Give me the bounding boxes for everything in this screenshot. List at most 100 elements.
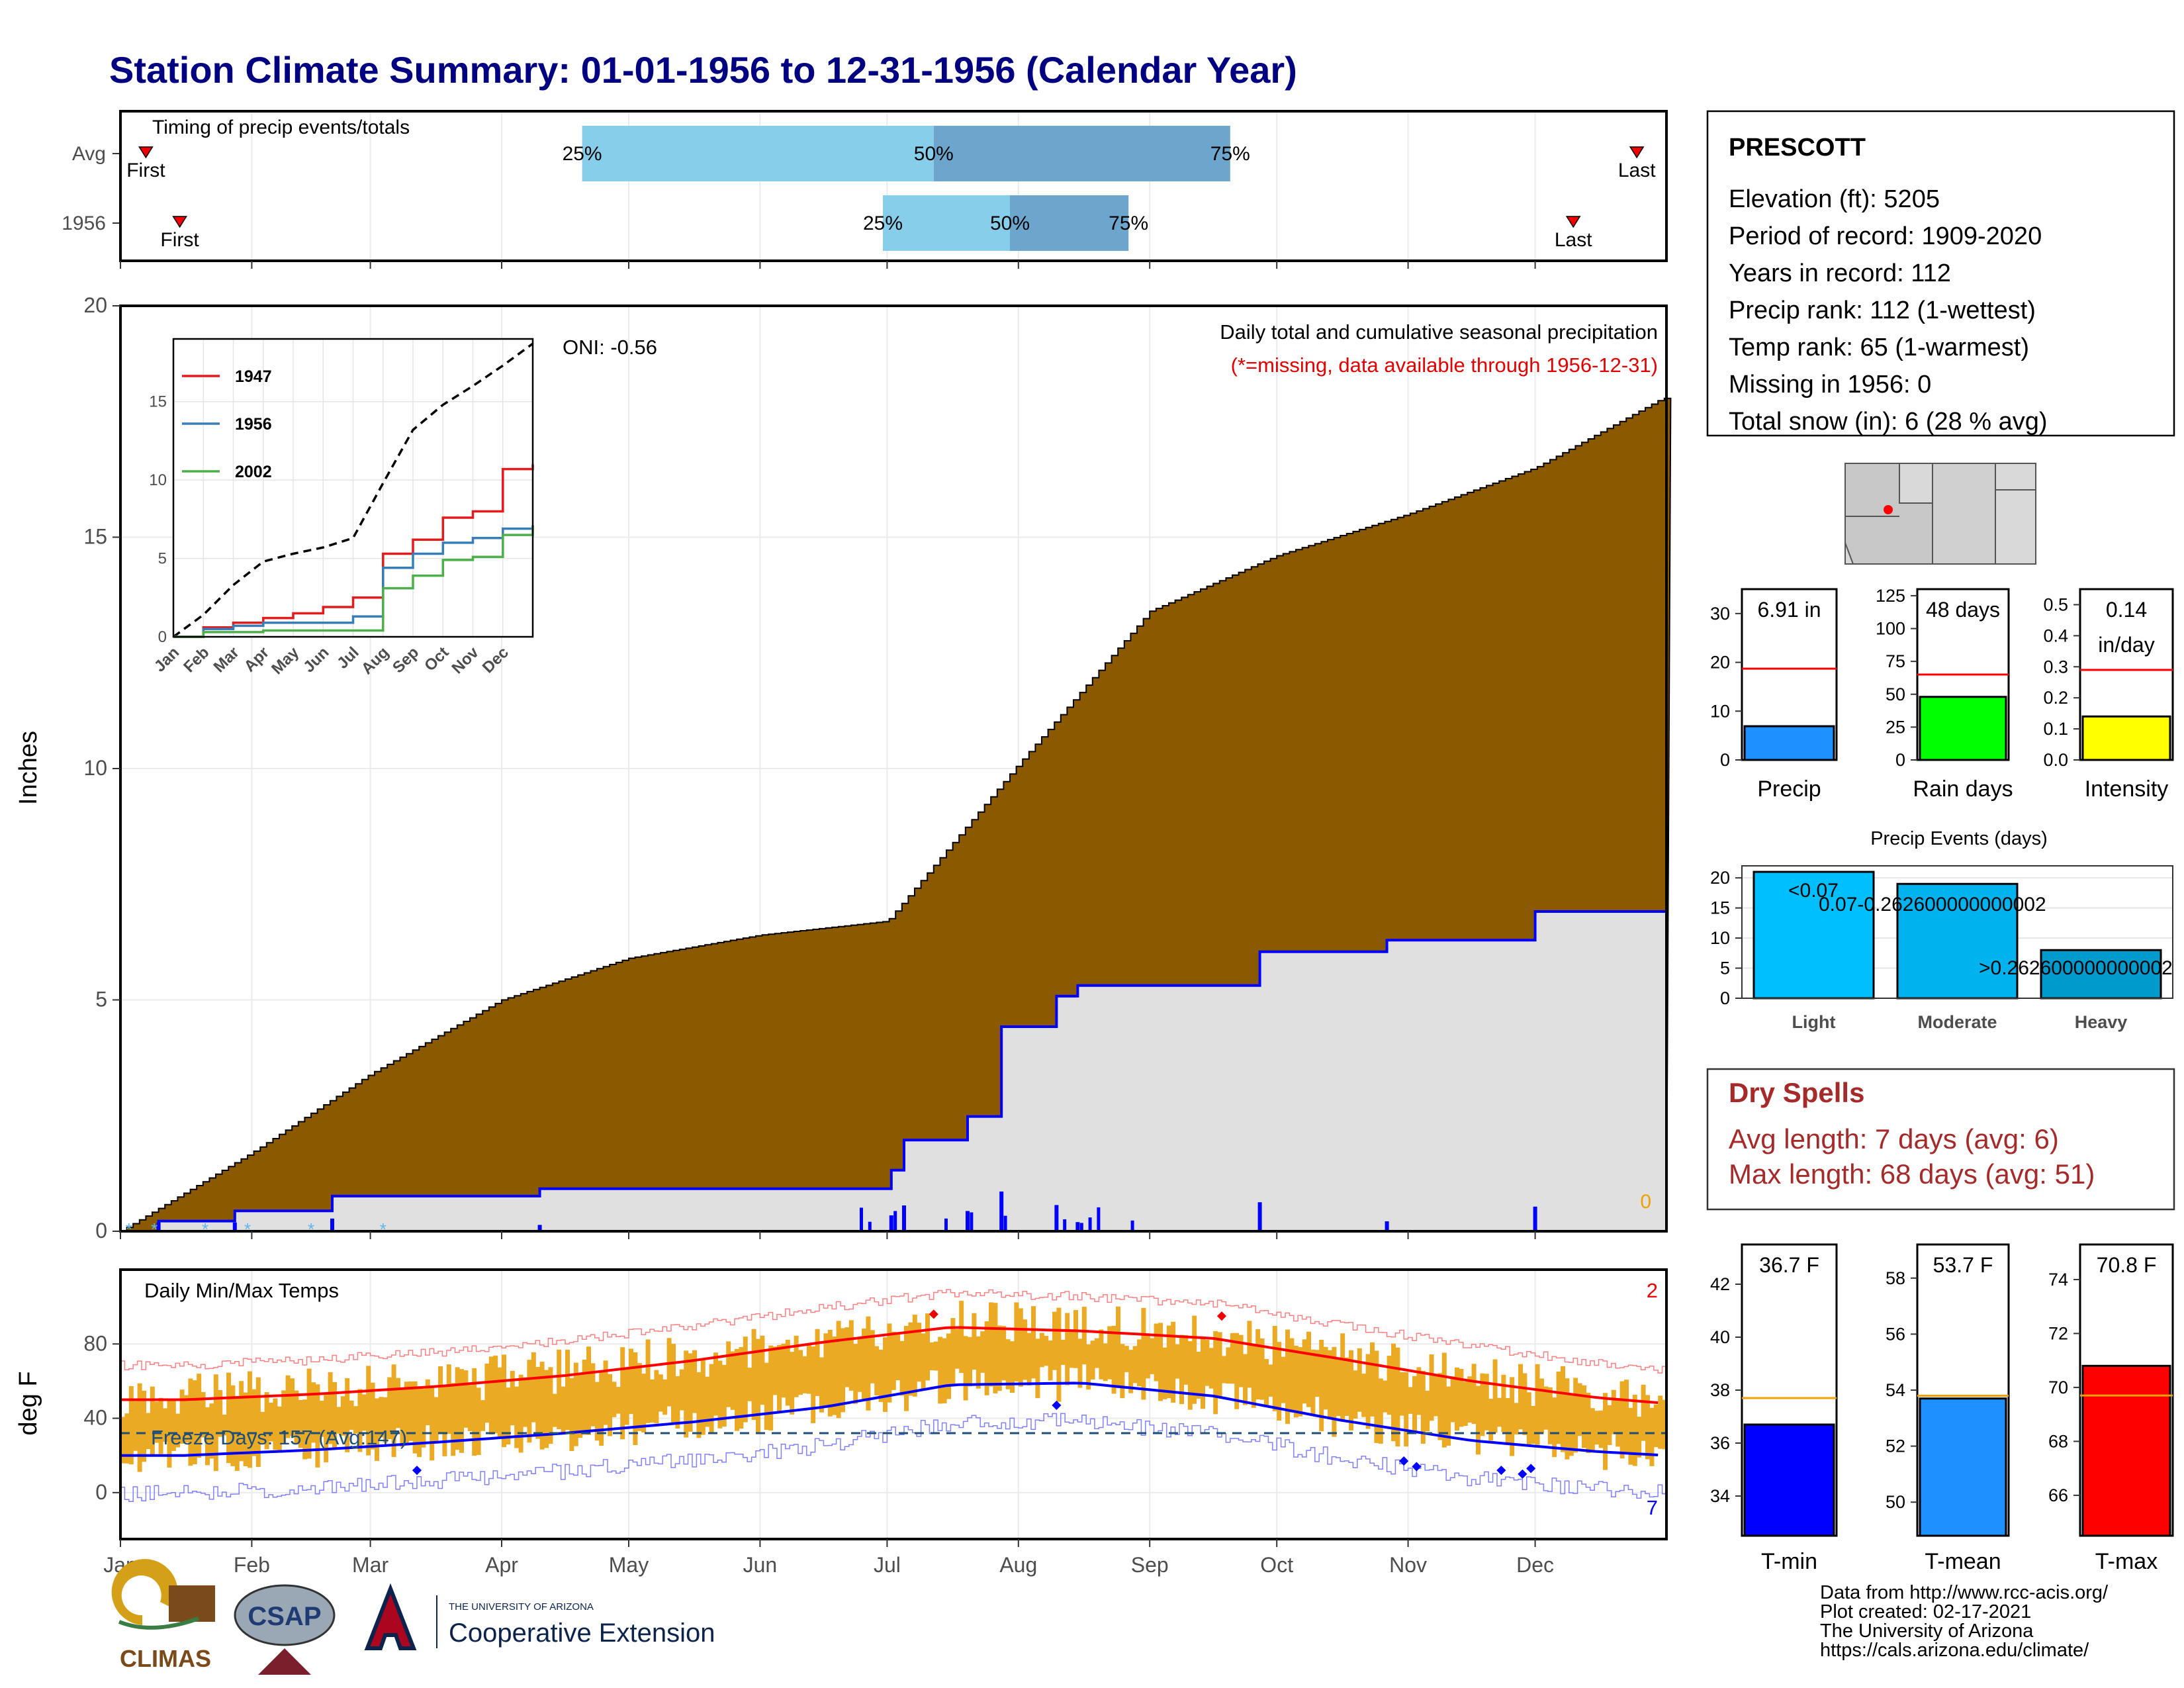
daily-temp-bar (446, 1364, 451, 1434)
daily-temp-bar (942, 1338, 947, 1404)
daily-temp-bar (980, 1331, 985, 1373)
daily-temp-bar (675, 1376, 680, 1429)
quartile-bar-high (1010, 195, 1129, 251)
station-info-line: Period of record: 1909-2020 (1729, 222, 2042, 250)
daily-temp-bar (1306, 1331, 1311, 1407)
daily-temp-bar (277, 1406, 282, 1450)
y-axis-label: deg F (15, 1371, 42, 1435)
daily-temp-bar (1259, 1338, 1265, 1400)
daily-temp-bar (751, 1329, 756, 1421)
daily-temp-bar (451, 1383, 456, 1456)
daily-temp-bar (1285, 1329, 1290, 1425)
daily-temp-bar (836, 1321, 841, 1419)
daily-temp-bar (1658, 1395, 1663, 1449)
daily-temp-bar (1463, 1382, 1468, 1427)
daily-temp-bar (590, 1363, 596, 1427)
daily-precip-bar (1385, 1221, 1389, 1231)
value-bar (1919, 696, 2007, 761)
oni-label: ONI: -0.56 (563, 336, 657, 359)
daily-temp-bar (467, 1385, 473, 1432)
daily-temp-bar (1166, 1325, 1171, 1399)
daily-precip-bar (330, 1218, 334, 1231)
daily-temp-bar (1522, 1373, 1527, 1435)
daily-temp-bar (692, 1350, 697, 1413)
daily-temp-bar (1594, 1411, 1600, 1445)
daily-temp-bar (615, 1387, 621, 1414)
daily-temp-bar (594, 1382, 600, 1441)
daily-temp-bar (146, 1413, 151, 1449)
daily-temp-bar (408, 1381, 414, 1441)
record-high-line (120, 1289, 1666, 1374)
daily-temp-bar (315, 1384, 320, 1468)
y-tick-label: 5 (95, 988, 107, 1011)
temp-panel: Daily Min/Max Temps Freeze Days: 157 (Avg… (15, 1268, 1668, 1577)
daily-temp-bar (1632, 1394, 1637, 1466)
daily-temp-bar (921, 1333, 926, 1391)
daily-temp-bar (1018, 1308, 1023, 1387)
daily-temp-bar (1310, 1349, 1316, 1415)
daily-temp-bar (557, 1349, 562, 1430)
daily-temp-bar (1586, 1392, 1591, 1454)
csap-logo-text: CSAP (248, 1602, 321, 1631)
daily-temp-bar (954, 1329, 960, 1369)
x-tick-label: Sep (1131, 1553, 1169, 1577)
daily-temp-bar (1484, 1374, 1489, 1430)
daily-temp-bar (904, 1325, 909, 1411)
daily-temp-bar (806, 1343, 811, 1394)
daily-temp-bar (1374, 1350, 1379, 1443)
daily-temp-bar (1086, 1344, 1091, 1390)
daily-temp-bar (1535, 1364, 1540, 1445)
daily-temp-bar (878, 1349, 884, 1402)
daily-temp-bar (1201, 1336, 1205, 1409)
daily-temp-bar (968, 1336, 972, 1387)
station-name: PRESCOTT (1729, 134, 1866, 162)
value-bar (2081, 1364, 2171, 1537)
daily-temp-bar (425, 1379, 430, 1426)
daily-temp-bar (1590, 1408, 1595, 1453)
snow-marker: * (126, 1219, 132, 1239)
quartile-label: 25% (863, 212, 903, 234)
daily-temp-bar (599, 1372, 604, 1446)
daily-temp-bar (1539, 1378, 1544, 1434)
daily-temp-bar (1378, 1378, 1383, 1444)
y-tick-label: 125 (1876, 586, 1905, 606)
daily-temp-bar (213, 1374, 218, 1472)
dry-spells-avg: Avg length: 7 days (avg: 6) (1729, 1123, 2059, 1154)
daily-temp-bar (255, 1377, 261, 1468)
value-label: 6.91 in (1757, 598, 1821, 622)
daily-temp-bar (421, 1389, 426, 1448)
daily-temp-bar (1014, 1302, 1019, 1382)
daily-temp-bar (1154, 1323, 1159, 1382)
daily-temp-bar (772, 1346, 778, 1395)
y-tick-label: 80 (83, 1331, 107, 1355)
y-tick-label: 0 (95, 1219, 107, 1243)
daily-temp-bar (912, 1315, 917, 1397)
daily-temp-bar (866, 1316, 871, 1411)
daily-temp-bar (1247, 1321, 1252, 1388)
y-tick-label: 0.1 (2043, 719, 2068, 739)
record-low-count: 7 (1647, 1496, 1658, 1519)
bar-category-label: T-min (1761, 1549, 1817, 1574)
daily-temp-bar (539, 1362, 545, 1450)
event-category-label: Light (1792, 1012, 1836, 1032)
y-tick-label: 20 (1710, 868, 1730, 888)
daily-temp-bar (696, 1372, 702, 1438)
daily-temp-bar (205, 1407, 210, 1466)
y-tick-label: 10 (1710, 701, 1730, 721)
daily-temp-bar (353, 1406, 358, 1434)
daily-temp-bar (1437, 1373, 1443, 1440)
daily-temp-bar (629, 1348, 633, 1415)
daily-precip-bar (1097, 1207, 1101, 1231)
daily-temp-bar (565, 1350, 570, 1430)
daily-temp-bar (179, 1389, 185, 1444)
station-info-box: PRESCOTT Elevation (ft): 5205 Period of re… (1706, 110, 2175, 437)
daily-temp-bar (476, 1387, 481, 1455)
y-tick-label: 30 (1710, 604, 1730, 624)
box-border (1706, 110, 2175, 437)
event-category-label: Heavy (2075, 1012, 2128, 1032)
daily-temp-bar (531, 1352, 536, 1423)
daily-temp-bar (171, 1399, 176, 1451)
avg-max-line (120, 1326, 1659, 1404)
daily-temp-bar (1328, 1350, 1332, 1420)
daily-temp-bar (1065, 1313, 1070, 1385)
